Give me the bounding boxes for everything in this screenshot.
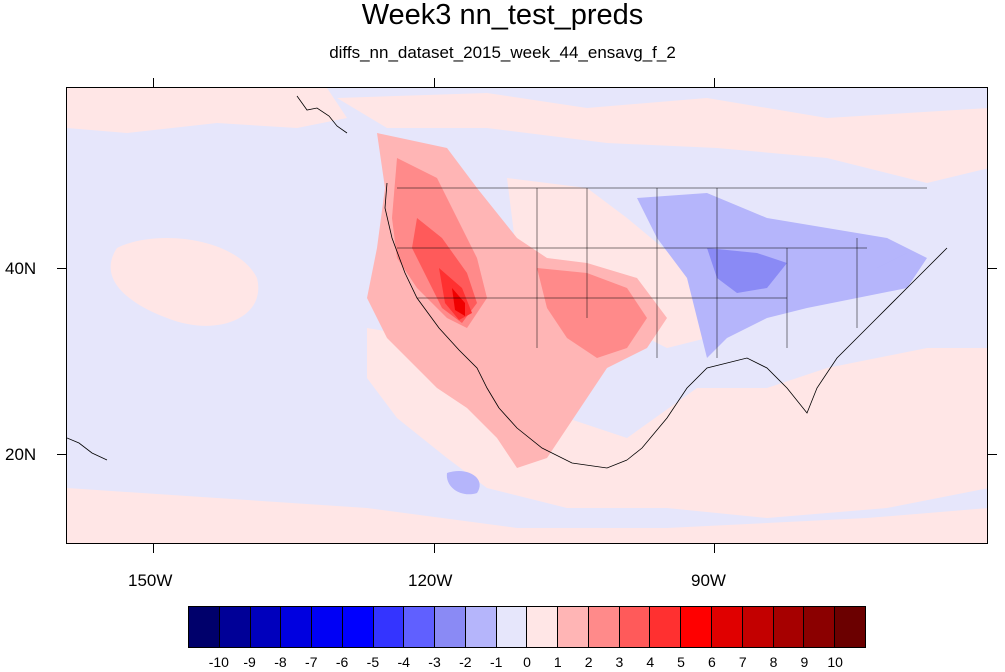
colorbar-label: 3 bbox=[615, 654, 624, 670]
colorbar-label: 4 bbox=[646, 654, 655, 670]
colorbar bbox=[188, 606, 866, 648]
map-fields bbox=[67, 88, 987, 543]
pink-region-sw-mex bbox=[367, 328, 987, 518]
y-label-40n: 40N bbox=[5, 259, 37, 278]
pink-region-north bbox=[337, 93, 987, 183]
colorbar-label: 10 bbox=[827, 654, 843, 670]
colorbar-swatch bbox=[404, 607, 436, 647]
colorbar-label: -10 bbox=[208, 654, 229, 670]
pink-region-central bbox=[507, 178, 717, 348]
colorbar-swatch bbox=[650, 607, 682, 647]
x-label-90w: 90W bbox=[691, 571, 726, 590]
colorbar-swatch bbox=[804, 607, 836, 647]
colorbar-swatch bbox=[373, 607, 405, 647]
colorbar-swatch bbox=[527, 607, 559, 647]
state-borders bbox=[397, 187, 927, 358]
colorbar-label: -3 bbox=[428, 654, 441, 670]
colorbar-label: 9 bbox=[800, 654, 809, 670]
plot-title: Week3 nn_test_preds bbox=[361, 0, 644, 31]
colorbar-label: 5 bbox=[677, 654, 685, 670]
colorbar-label: 7 bbox=[738, 654, 747, 670]
colorbar-label: -8 bbox=[274, 654, 287, 670]
colorbar-swatch bbox=[681, 607, 713, 647]
colorbar-swatch bbox=[342, 607, 374, 647]
plot-subtitle: diffs_nn_dataset_2015_week_44_ensavg_f_2 bbox=[329, 43, 676, 62]
colorbar-swatch bbox=[619, 607, 651, 647]
x-label-120w: 120W bbox=[408, 571, 453, 590]
pink-region-nw bbox=[67, 88, 347, 133]
map-panel bbox=[66, 87, 988, 544]
pink-region-west-blob bbox=[110, 238, 259, 326]
coastlines bbox=[67, 95, 948, 469]
y-label-20n: 20N bbox=[5, 445, 37, 464]
colorbar-swatch bbox=[312, 607, 343, 647]
pink-region-south-band bbox=[67, 488, 987, 543]
colorbar-label: 2 bbox=[584, 654, 593, 670]
colorbar-label: -5 bbox=[366, 654, 380, 670]
red-region-peak bbox=[452, 288, 465, 316]
blue-region-east-ne bbox=[827, 238, 907, 268]
colorbar-swatch bbox=[712, 607, 743, 647]
blue-region-pacific bbox=[446, 470, 480, 495]
colorbar-label: -2 bbox=[459, 654, 472, 670]
colorbar-swatch bbox=[588, 607, 620, 647]
colorbar-swatch bbox=[281, 607, 313, 647]
colorbar-label: 6 bbox=[708, 654, 716, 670]
colorbar-label: -9 bbox=[243, 654, 256, 670]
blue-region-east bbox=[637, 193, 927, 358]
colorbar-swatch bbox=[219, 607, 251, 647]
colorbar-swatch bbox=[189, 607, 220, 647]
colorbar-swatch bbox=[558, 607, 589, 647]
colorbar-swatch bbox=[773, 607, 805, 647]
colorbar-swatch bbox=[835, 607, 865, 647]
colorbar-swatch bbox=[250, 607, 282, 647]
colorbar-label: 0 bbox=[523, 654, 531, 670]
blue-region-east-core bbox=[707, 248, 787, 293]
colorbar-swatch bbox=[435, 607, 466, 647]
colorbar-label: -7 bbox=[305, 654, 318, 670]
colorbar-label: 1 bbox=[553, 654, 562, 670]
red-region-mid-east bbox=[537, 268, 647, 358]
colorbar-swatch bbox=[465, 607, 497, 647]
colorbar-label: -4 bbox=[397, 654, 410, 670]
colorbar-swatch bbox=[496, 607, 528, 647]
colorbar-swatch bbox=[742, 607, 774, 647]
colorbar-label: -6 bbox=[335, 654, 349, 670]
colorbar-label: 8 bbox=[769, 654, 778, 670]
colorbar-label: -1 bbox=[489, 654, 503, 670]
x-label-150w: 150W bbox=[128, 571, 173, 590]
